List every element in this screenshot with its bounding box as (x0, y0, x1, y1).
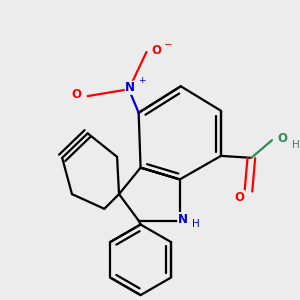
Text: N: N (125, 81, 135, 94)
Text: +: + (138, 76, 146, 85)
Text: H: H (192, 218, 200, 229)
Text: −: − (164, 40, 173, 50)
Text: O: O (152, 44, 162, 57)
Text: N: N (178, 213, 188, 226)
Text: O: O (277, 132, 287, 145)
Text: H: H (292, 140, 299, 150)
Text: O: O (235, 190, 244, 204)
Text: O: O (71, 88, 81, 101)
